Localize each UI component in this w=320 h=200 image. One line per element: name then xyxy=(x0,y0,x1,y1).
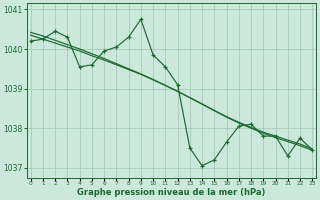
X-axis label: Graphe pression niveau de la mer (hPa): Graphe pression niveau de la mer (hPa) xyxy=(77,188,266,197)
